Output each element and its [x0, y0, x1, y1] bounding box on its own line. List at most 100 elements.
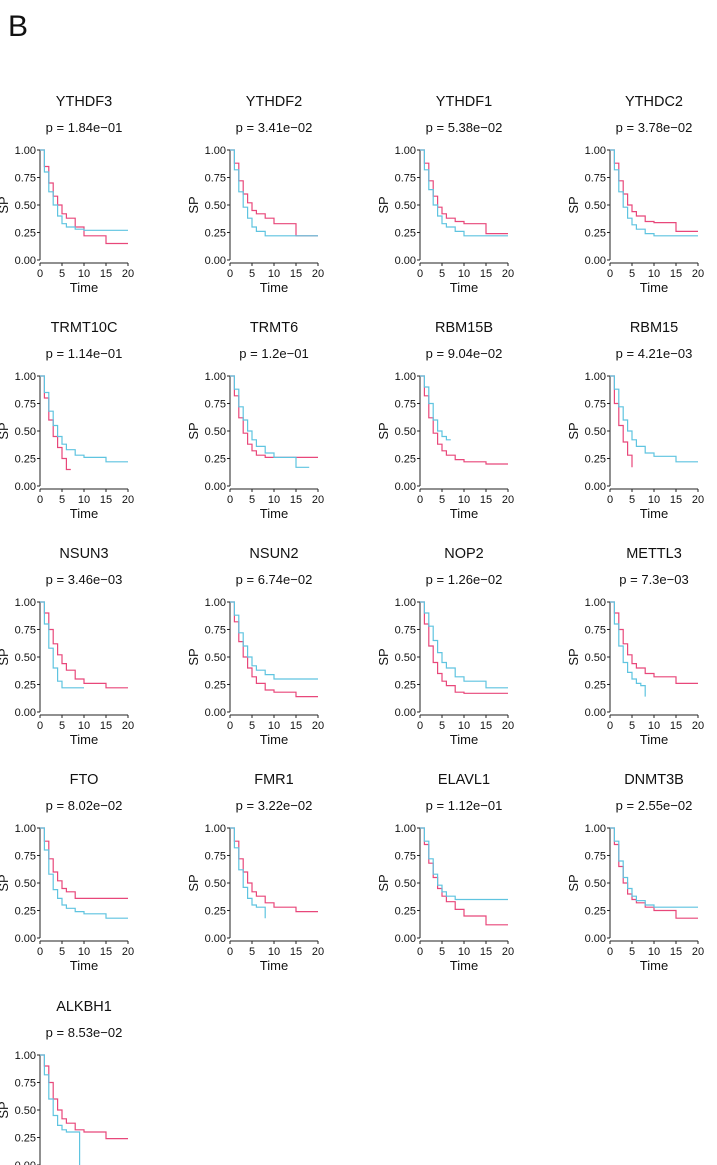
x-axis-label: Time	[70, 732, 98, 747]
x-tick-label: 10	[458, 946, 470, 958]
y-tick-label: 0.75	[395, 851, 416, 863]
y-tick-label: 0.25	[585, 906, 606, 918]
y-tick-label: 0.25	[15, 680, 36, 692]
y-axis-label: SP	[566, 874, 581, 891]
x-tick-label: 20	[502, 720, 514, 732]
survival-curve-blue	[40, 827, 128, 919]
x-tick-label: 10	[268, 946, 280, 958]
p-value: p = 2.55e−02	[616, 798, 693, 813]
y-tick-label: 1.00	[15, 145, 36, 157]
y-tick-label: 0.00	[585, 933, 606, 945]
y-tick-label: 1.00	[585, 823, 606, 835]
y-axis-label: SP	[0, 874, 11, 891]
y-tick-label: 0.50	[585, 200, 606, 212]
y-tick-label: 0.25	[395, 228, 416, 240]
survival-curve-pink	[40, 149, 128, 245]
plot-title: TRMT6	[250, 320, 298, 336]
y-axis-label: SP	[376, 422, 391, 439]
y-tick-label: 0.00	[205, 933, 226, 945]
x-tick-label: 10	[458, 720, 470, 732]
survival-curve-blue	[610, 149, 698, 237]
plot-title: YTHDF1	[436, 94, 492, 110]
survival-curve-pink	[230, 601, 318, 698]
y-tick-label: 0.00	[585, 255, 606, 267]
y-tick-label: 0.75	[395, 625, 416, 637]
plot-title: YTHDF3	[56, 94, 112, 110]
x-tick-label: 5	[439, 720, 445, 732]
x-tick-label: 15	[670, 720, 682, 732]
x-tick-label: 15	[100, 946, 112, 958]
km-plot-nsun3: NSUN3 p = 3.46e−03 0.00 0.25 0.50 0.75 1.00 0 5 1…	[0, 546, 134, 747]
y-axis-label: SP	[186, 422, 201, 439]
x-tick-label: 10	[268, 720, 280, 732]
y-tick-label: 0.75	[585, 625, 606, 637]
km-plot-ythdf2: YTHDF2 p = 3.41e−02 0.00 0.25 0.50 0.75 1.00 0 5…	[186, 94, 324, 295]
y-tick-label: 0.75	[205, 625, 226, 637]
x-tick-label: 20	[692, 494, 704, 506]
survival-curve-blue	[420, 601, 508, 689]
x-tick-label: 15	[290, 268, 302, 280]
p-value: p = 1.84e−01	[46, 120, 123, 135]
survival-curve-pink	[230, 827, 318, 913]
x-tick-label: 10	[648, 946, 660, 958]
x-tick-label: 10	[268, 268, 280, 280]
x-tick-label: 5	[59, 268, 65, 280]
y-tick-label: 1.00	[585, 145, 606, 157]
y-tick-label: 0.25	[205, 906, 226, 918]
p-value: p = 1.2e−01	[239, 346, 308, 361]
y-tick-label: 0.25	[395, 454, 416, 466]
plot-title: FTO	[70, 772, 99, 788]
y-tick-label: 0.75	[15, 1078, 36, 1090]
survival-curve-pink	[610, 149, 698, 232]
x-axis-label: Time	[260, 280, 288, 295]
x-axis-label: Time	[70, 506, 98, 521]
x-tick-label: 0	[37, 946, 43, 958]
survival-curve-pink	[420, 827, 508, 926]
x-tick-label: 10	[458, 494, 470, 506]
x-tick-label: 0	[417, 494, 423, 506]
x-tick-label: 20	[692, 268, 704, 280]
plot-title: TRMT10C	[51, 320, 118, 336]
x-tick-label: 20	[312, 946, 324, 958]
y-tick-label: 1.00	[205, 371, 226, 383]
km-plot-fmr1: FMR1 p = 3.22e−02 0.00 0.25 0.50 0.75 1.00 0 5 10…	[186, 772, 324, 973]
x-tick-label: 15	[290, 494, 302, 506]
y-tick-label: 1.00	[395, 597, 416, 609]
y-tick-label: 0.75	[395, 173, 416, 185]
y-tick-label: 0.00	[395, 481, 416, 493]
y-tick-label: 1.00	[15, 1050, 36, 1062]
km-plot-nsun2: NSUN2 p = 6.74e−02 0.00 0.25 0.50 0.75 1.00 0 5 1…	[186, 546, 324, 747]
x-tick-label: 5	[439, 268, 445, 280]
y-tick-label: 0.75	[15, 173, 36, 185]
x-tick-label: 10	[78, 268, 90, 280]
survival-curve-blue	[610, 601, 646, 697]
y-axis-label: SP	[376, 196, 391, 213]
y-axis-label: SP	[376, 874, 391, 891]
x-tick-label: 5	[629, 946, 635, 958]
y-tick-label: 0.50	[15, 426, 36, 438]
survival-curve-blue	[40, 601, 84, 689]
x-tick-label: 20	[312, 720, 324, 732]
x-tick-label: 15	[290, 720, 302, 732]
km-plot-rbm15: RBM15 p = 4.21e−03 0.00 0.25 0.50 0.75 1.00 0 5 1…	[566, 320, 704, 521]
x-tick-label: 20	[122, 946, 134, 958]
y-tick-label: 0.50	[395, 426, 416, 438]
survival-curve-pink	[420, 149, 508, 235]
x-tick-label: 5	[249, 946, 255, 958]
y-tick-label: 0.75	[15, 625, 36, 637]
x-tick-label: 20	[122, 720, 134, 732]
panel-label: B	[8, 10, 29, 43]
x-tick-label: 5	[59, 720, 65, 732]
x-tick-label: 0	[227, 494, 233, 506]
p-value: p = 1.12e−01	[426, 798, 503, 813]
y-tick-label: 0.00	[205, 255, 226, 267]
x-tick-label: 20	[502, 268, 514, 280]
y-tick-label: 0.25	[585, 680, 606, 692]
y-tick-label: 0.50	[205, 878, 226, 890]
survival-curve-pink	[610, 375, 633, 468]
x-tick-label: 20	[122, 494, 134, 506]
x-axis-label: Time	[450, 506, 478, 521]
x-axis-label: Time	[70, 280, 98, 295]
x-tick-label: 0	[227, 268, 233, 280]
